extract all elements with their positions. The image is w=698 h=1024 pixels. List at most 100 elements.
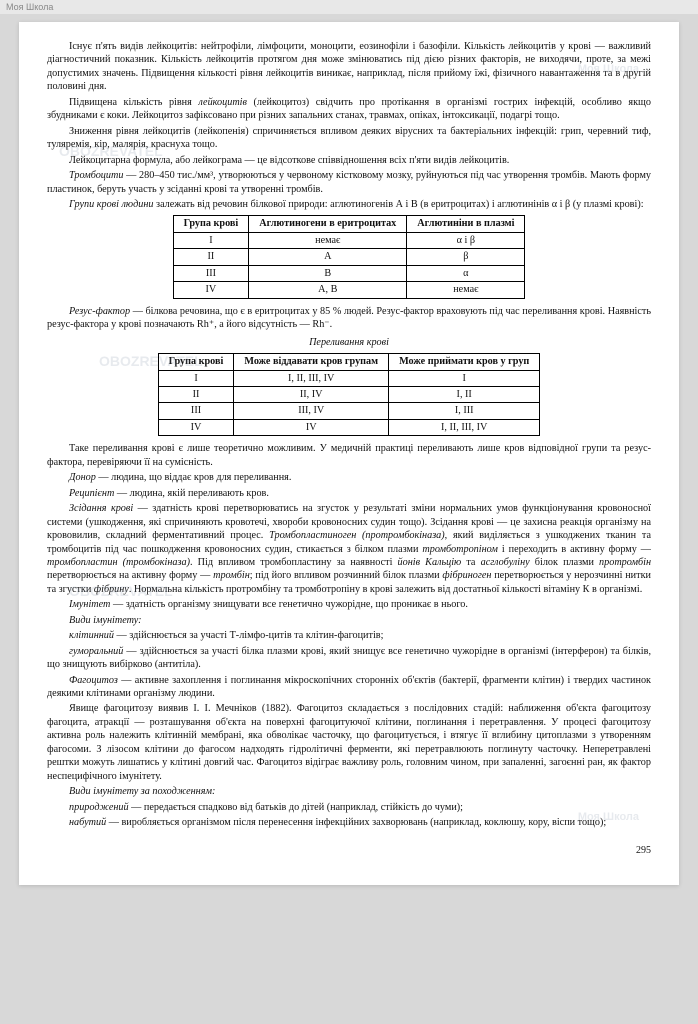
text: та <box>461 557 480 568</box>
paragraph: Тромбоцити — 280–450 тис./мм³, утворюють… <box>47 169 651 196</box>
table-header-row: Група крові Може віддавати кров групам М… <box>158 354 540 370</box>
table-row: II, II, III, IVI <box>158 370 540 386</box>
text: . Під впливом тромбопластину за наявност… <box>190 557 398 568</box>
cell: I <box>173 232 249 248</box>
term: Тромбопластиноген (протромбокіназа) <box>269 530 445 541</box>
term: Фагоцитоз <box>69 675 118 686</box>
transfusion-table: Група крові Може віддавати кров групам М… <box>158 353 541 436</box>
paragraph: Існує п'ять видів лейкоцитів: нейтрофіли… <box>47 40 651 94</box>
term: Донор <box>69 472 96 483</box>
paragraph: Явище фагоцитозу виявив І. І. Мечніков (… <box>47 702 651 783</box>
paragraph: Лейкоцитарна формула, або лейкограма — ц… <box>47 154 651 167</box>
blood-groups-table: Група крові Аглютиногени в еритроцитах А… <box>173 215 526 298</box>
cell: III <box>158 403 234 419</box>
cell: II <box>158 386 234 402</box>
term: тромбін <box>213 570 250 581</box>
cell: I, III <box>389 403 540 419</box>
top-bar: Моя Школа <box>0 0 698 14</box>
term: фібриноген <box>442 570 491 581</box>
text: — 280–450 тис./мм³, утворюються у червон… <box>47 170 651 194</box>
table-row: IIII, IVI, II <box>158 386 540 402</box>
text: — здійснюється за участі Т-лімфо-цитів т… <box>114 630 383 641</box>
cell: IV <box>173 282 249 298</box>
cell: B <box>249 265 407 281</box>
col-header: Аглютиніни в плазмі <box>407 216 525 232</box>
term: фібрину <box>94 584 129 595</box>
paragraph: клітинний — здійснюється за участі Т-лім… <box>47 629 651 642</box>
paragraph: Таке переливання крові є лише теоретично… <box>47 442 651 469</box>
paragraph: Імунітет — здатність організму знищувати… <box>47 598 651 611</box>
cell: IV <box>158 419 234 435</box>
table-row: IIIIII, IVI, III <box>158 403 540 419</box>
text: і переходить в активну форму — <box>498 544 651 555</box>
text: Підвищена кількість рівня <box>69 97 198 108</box>
text: — людина, якій переливають кров. <box>114 488 269 499</box>
text: залежать від речовин білкової природи: а… <box>154 199 644 210</box>
text: . Нормальна кількість протромбіну та тро… <box>129 584 642 595</box>
text: — здійснюється за участі білка плазми кр… <box>47 646 651 670</box>
paragraph: Зсідання крові — здатність крові перетво… <box>47 502 651 596</box>
table-row: IIAβ <box>173 249 525 265</box>
paragraph: Зниження рівня лейкоцитів (лейкопенія) с… <box>47 125 651 152</box>
table-caption: Переливання крові <box>47 336 651 349</box>
col-header: Група крові <box>173 216 249 232</box>
text: — здатність організму знищувати все гене… <box>110 599 468 610</box>
cell: I <box>158 370 234 386</box>
text: Існує п'ять видів лейкоцитів: нейтрофіли… <box>47 41 651 92</box>
term: тромботропіном <box>422 544 497 555</box>
col-header: Аглютиногени в еритроцитах <box>249 216 407 232</box>
text: — людина, що віддає кров для переливання… <box>96 472 292 483</box>
text: — виробляється організмом після перенесе… <box>106 817 606 828</box>
cell: немає <box>407 282 525 298</box>
text: перетворюється на активну форму — <box>47 570 213 581</box>
text: Явище фагоцитозу виявив І. І. Мечніков (… <box>47 703 651 781</box>
cell: I <box>389 370 540 386</box>
table-row: IVIVI, II, III, IV <box>158 419 540 435</box>
paragraph: набутий — виробляється організмом після … <box>47 816 651 829</box>
cell: A, B <box>249 282 407 298</box>
text: — передається спадково від батьків до ді… <box>129 802 463 813</box>
term: йонів Кальцію <box>398 557 462 568</box>
paragraph: Фагоцитоз — активне захоплення і поглина… <box>47 674 651 701</box>
paragraph: гуморальний — здійснюється за участі біл… <box>47 645 651 672</box>
cell: немає <box>249 232 407 248</box>
cell: I, II, III, IV <box>234 370 389 386</box>
heading: Види імунітету: <box>69 615 141 626</box>
text: білок плазми <box>530 557 599 568</box>
col-header: Може приймати кров у груп <box>389 354 540 370</box>
term: Зсідання крові <box>69 503 133 514</box>
document-page: OBOZREVATEL OBOZREVATEL OBOZREVATEL Моя … <box>19 22 679 885</box>
col-header: Може віддавати кров групам <box>234 354 389 370</box>
cell: A <box>249 249 407 265</box>
term: набутий <box>69 817 106 828</box>
cell: I, II <box>389 386 540 402</box>
term: Групи крові людини <box>69 199 154 210</box>
term: протромбін <box>599 557 651 568</box>
term: лейкоцитів <box>198 97 247 108</box>
term: асглобуліну <box>481 557 530 568</box>
paragraph: Види імунітету за походженням: <box>47 785 651 798</box>
term: Резус-фактор <box>69 306 130 317</box>
text: — активне захоплення і поглинання мікрос… <box>47 675 651 699</box>
text: — білкова речовина, що є в еритроцитах у… <box>47 306 651 330</box>
paragraph: Донор — людина, що віддає кров для перел… <box>47 471 651 484</box>
term: Тромбоцити <box>69 170 123 181</box>
term: гуморальний <box>69 646 123 657</box>
cell: β <box>407 249 525 265</box>
paragraph: природжений — передається спадково від б… <box>47 801 651 814</box>
term: тромбопластин (тромбокіназа) <box>47 557 190 568</box>
page-number: 295 <box>47 844 651 857</box>
cell: I, II, III, IV <box>389 419 540 435</box>
cell: III, IV <box>234 403 389 419</box>
term: природжений <box>69 802 129 813</box>
paragraph: Резус-фактор — білкова речовина, що є в … <box>47 305 651 332</box>
cell: II, IV <box>234 386 389 402</box>
table-row: Iнемаєα і β <box>173 232 525 248</box>
paragraph: Реципієнт — людина, якій переливають кро… <box>47 487 651 500</box>
col-header: Група крові <box>158 354 234 370</box>
term: клітинний <box>69 630 114 641</box>
text: ; під його впливом розчинний білок плазм… <box>250 570 443 581</box>
text: Таке переливання крові є лише теоретично… <box>47 443 651 467</box>
paragraph: Групи крові людини залежать від речовин … <box>47 198 651 211</box>
paragraph: Види імунітету: <box>47 614 651 627</box>
